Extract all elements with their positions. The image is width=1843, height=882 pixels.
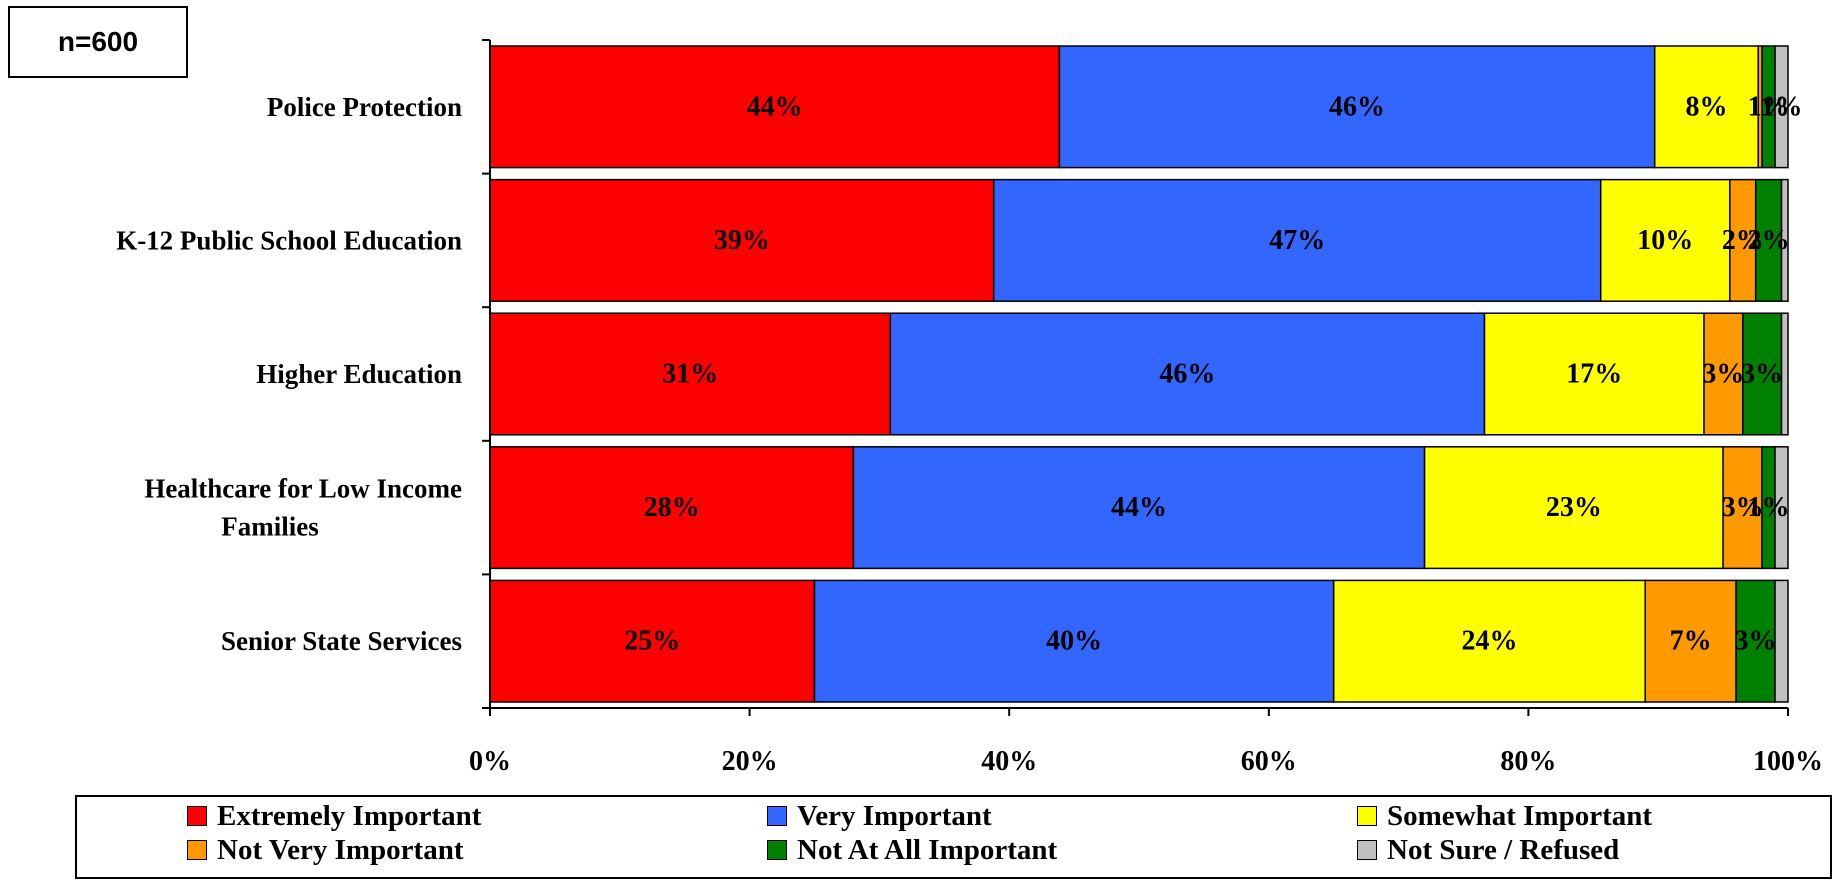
legend-label: Not Very Important: [217, 833, 464, 866]
data-label: 40%: [1046, 626, 1102, 657]
data-label: 1%: [1748, 492, 1790, 523]
legend-item: Very Important: [767, 799, 992, 833]
bar-segment: [1644, 579, 1737, 703]
bar-segment: [889, 312, 1486, 436]
bar-segment: [1653, 45, 1759, 169]
category-label: Healthcare for Low Income: [144, 474, 462, 504]
data-label: 47%: [1269, 225, 1325, 256]
x-tick-label: 60%: [1241, 746, 1297, 777]
bar-segment: [1722, 446, 1763, 570]
data-label: 31%: [662, 359, 718, 390]
category-label: Higher Education: [256, 359, 462, 389]
legend-item: Not At All Important: [767, 833, 1057, 867]
x-tick-label: 0%: [469, 746, 511, 777]
data-label: 44%: [1111, 492, 1167, 523]
x-tick-label: 80%: [1500, 746, 1556, 777]
data-label: 44%: [747, 91, 803, 122]
legend-item: Somewhat Important: [1357, 799, 1652, 833]
legend-swatch: [767, 806, 787, 826]
legend-swatch: [1357, 806, 1377, 826]
legend-label: Extremely Important: [217, 799, 482, 832]
data-label: 17%: [1566, 359, 1622, 390]
bar-segment: [1332, 579, 1646, 703]
data-label: 7%: [1670, 626, 1712, 657]
x-tick-label: 100%: [1753, 746, 1823, 777]
data-label: 46%: [1329, 91, 1385, 122]
legend-label: Very Important: [797, 799, 992, 832]
data-label: 8%: [1685, 91, 1727, 122]
bar-segment: [489, 45, 1061, 169]
legend-label: Not Sure / Refused: [1387, 833, 1620, 866]
category-label: K-12 Public School Education: [116, 225, 462, 255]
bar-segment: [489, 579, 816, 703]
category-labels: Police Protection K-12 Public School Educ…: [116, 92, 462, 656]
data-label: 2%: [1722, 225, 1764, 256]
bar-segment: [1774, 446, 1789, 570]
bar-segment: [1729, 178, 1757, 302]
data-label: 10%: [1637, 225, 1693, 256]
axes: 0% 20% 40% 60% 80% 100%: [469, 39, 1823, 777]
data-label: 46%: [1159, 359, 1215, 390]
bar-segment: [1774, 579, 1789, 703]
data-label: 3%: [1741, 359, 1783, 390]
legend-item: Not Very Important: [187, 833, 464, 867]
data-label: 24%: [1461, 626, 1517, 657]
bar-segment: [1780, 178, 1789, 302]
data-label: 3%: [1722, 492, 1764, 523]
bar-segment: [489, 178, 995, 302]
bar-segment: [489, 312, 892, 436]
bar-segment: [1599, 178, 1731, 302]
data-label: 25%: [624, 626, 680, 657]
bar-segment: [489, 446, 855, 570]
bar-segment: [813, 579, 1335, 703]
legend-label: Not At All Important: [797, 833, 1058, 866]
bar-segment: [1754, 178, 1783, 302]
bar-segment: [852, 446, 1426, 570]
bar-segment: [992, 178, 1602, 302]
legend-swatch: [1357, 840, 1377, 860]
bar-segment: [1703, 312, 1744, 436]
x-tick-label: 40%: [981, 746, 1037, 777]
legend-swatch: [767, 840, 787, 860]
bar-segment: [1423, 446, 1724, 570]
legend-item: Not Sure / Refused: [1357, 833, 1619, 867]
bar-segment: [1058, 45, 1656, 169]
category-label: Families: [221, 512, 318, 542]
data-label: 23%: [1546, 492, 1602, 523]
data-label: 2%: [1748, 225, 1790, 256]
sample-size-box: n=600: [8, 6, 188, 78]
x-tick-label: 20%: [722, 746, 778, 777]
legend-swatch: [187, 806, 207, 826]
data-label: 3%: [1702, 359, 1744, 390]
legend-swatch: [187, 840, 207, 860]
data-label: 1%: [1761, 91, 1803, 122]
bar-segments: [489, 45, 1789, 703]
category-label: Police Protection: [267, 92, 462, 122]
bar-segment: [1774, 45, 1789, 169]
data-labels: 44% 46% 8% 1%1%39% 47% 10% 2%2%31% 46% 17% 3%3%28…: [624, 91, 1802, 656]
data-label: 39%: [714, 225, 770, 256]
legend-item: Extremely Important: [187, 799, 481, 833]
legend: Extremely Important Very Important Somewha…: [75, 795, 1832, 879]
sample-size-label: n=600: [57, 26, 139, 57]
data-label: 1%: [1748, 91, 1790, 122]
bar-segment: [1780, 312, 1789, 436]
data-label: 3%: [1735, 626, 1777, 657]
bar-segment: [1735, 579, 1776, 703]
legend-label: Somewhat Important: [1387, 799, 1653, 832]
category-label: Senior State Services: [221, 626, 462, 656]
data-label: 28%: [644, 492, 700, 523]
